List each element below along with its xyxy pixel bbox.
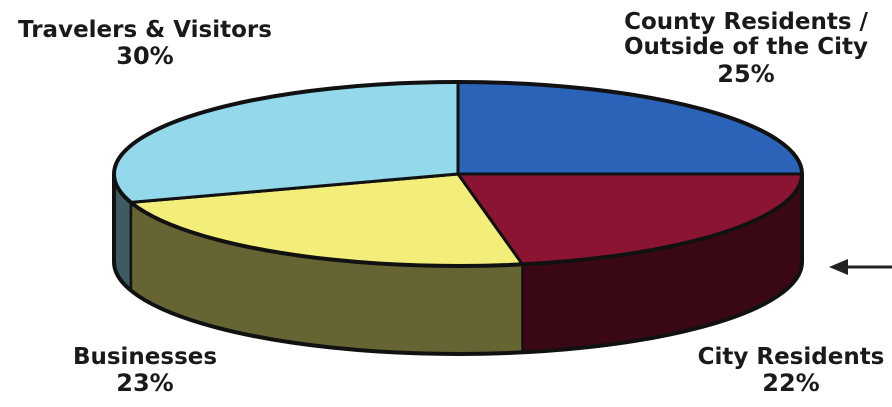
pie-rim [112, 174, 804, 356]
slice-name-line2: Outside of the City [623, 34, 869, 61]
slice-percent: 30% [116, 42, 174, 71]
pie-sides [112, 173, 804, 356]
pie-outlines [112, 80, 804, 356]
slice-name: County Residents / [624, 9, 868, 35]
arrow-icon [829, 259, 892, 275]
slice-percent: 22% [762, 369, 820, 398]
slice-percent: 23% [116, 369, 174, 398]
slice-label-city: City Residents 22% [690, 344, 892, 398]
pie-top-outline [112, 80, 804, 268]
slice-name: Businesses [72, 344, 218, 370]
slice-label-county: County Residents / Outside of the City 2… [600, 9, 892, 88]
slice-percent: 25% [717, 59, 775, 88]
slice-name: City Residents [697, 344, 885, 370]
slice-name: Travelers & Visitors [18, 17, 272, 43]
slice-label-businesses: Businesses 23% [65, 344, 225, 398]
slice-label-travelers: Travelers & Visitors 30% [0, 17, 290, 71]
